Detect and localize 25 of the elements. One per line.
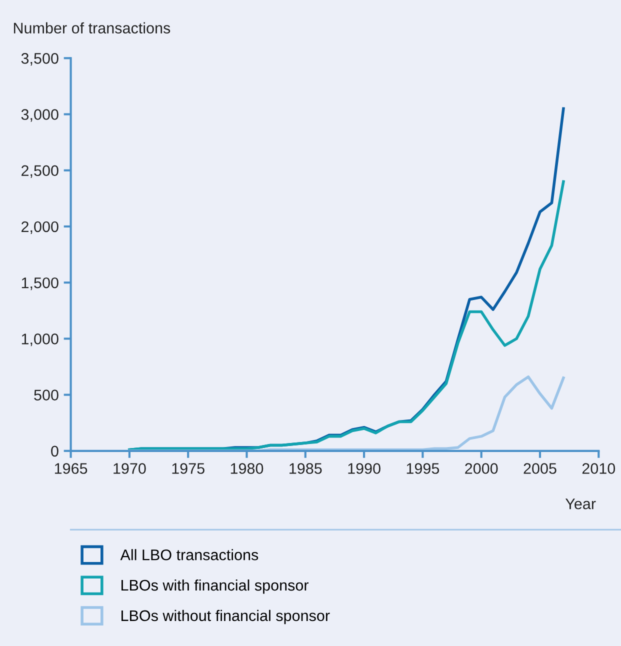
x-tick-label: 2000 [465,463,498,474]
y-tick-label: 0 [51,446,58,457]
y-tick-label: 3,500 [21,53,58,66]
x-tick-label: 2010 [582,463,616,474]
x-tick-label: 1980 [230,463,264,474]
x-tick-label: 2005 [524,463,556,474]
x-tick-label: 1970 [114,463,146,474]
legend-label: LBOs without financial sponsor [122,610,330,624]
x-tick-label: 1990 [348,463,380,474]
line-series [128,180,565,451]
y-tick-label: 500 [34,390,58,400]
x-tick-label: 1995 [406,463,440,474]
y-axis-title: Number of transactions [14,22,170,34]
x-axis-title: Year [565,498,596,510]
x-tick-label: 1965 [54,463,88,474]
legend-label: LBOs with financial sponsor [122,579,309,594]
y-tick-label: 2,500 [22,165,58,178]
y-tick-label: 1,500 [22,277,58,290]
legend-label: All LBO transactions [120,549,258,560]
x-tick-label: 1975 [172,463,204,474]
x-tick-label: 1985 [290,463,322,474]
y-tick-label: 3,000 [21,109,58,122]
y-tick-label: 1,000 [22,334,58,346]
y-tick-label: 2,000 [22,221,58,234]
line-series [128,375,565,451]
